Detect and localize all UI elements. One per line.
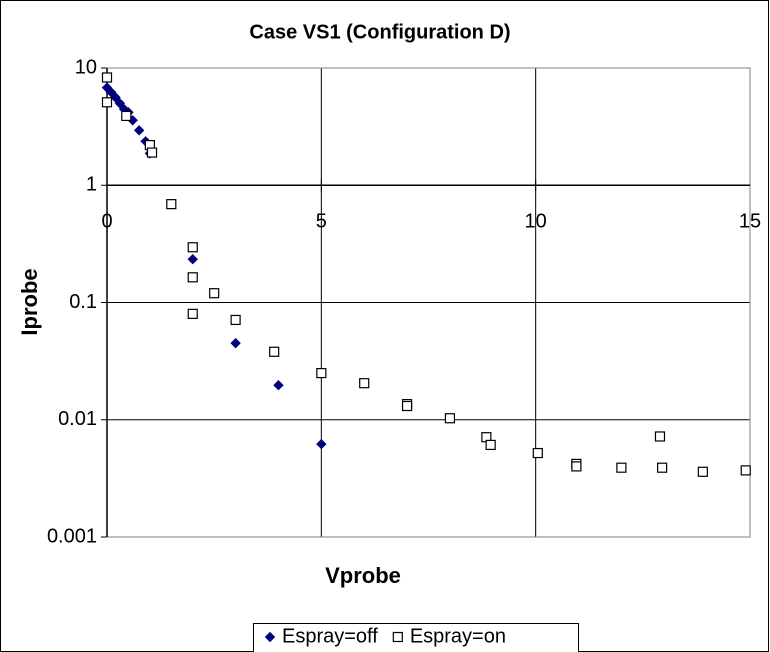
square-marker <box>187 308 198 319</box>
square-marker <box>187 272 198 283</box>
diamond-marker <box>110 92 121 103</box>
square-marker <box>359 378 370 389</box>
square-marker <box>166 199 177 210</box>
x-tick-label: 5 <box>316 211 327 233</box>
y-tick-label: 0.1 <box>69 291 97 313</box>
square-marker <box>101 97 113 108</box>
square-marker <box>401 400 413 412</box>
legend: Espray=off Espray=on <box>253 623 579 652</box>
diamond-marker <box>133 125 145 136</box>
square-marker <box>392 631 403 643</box>
y-tick-label: 10 <box>75 56 97 78</box>
diamond-marker <box>187 254 198 265</box>
square-marker <box>121 110 132 122</box>
square-marker <box>616 462 627 473</box>
diamond-marker <box>264 631 276 643</box>
y-axis-label: Iprobe <box>17 268 42 335</box>
y-tick-label: 0.001 <box>47 525 97 547</box>
x-axis-label: Vprobe <box>325 563 401 588</box>
diamond-marker <box>273 380 284 391</box>
y-tick-label: 1 <box>86 174 97 196</box>
square-marker <box>269 346 280 357</box>
x-tick-label: 10 <box>525 211 547 233</box>
diamond-marker <box>230 337 241 349</box>
chart-title: Case VS1 (Configuration D) <box>249 21 510 43</box>
square-marker <box>316 367 327 379</box>
legend-box <box>253 623 579 652</box>
square-marker <box>697 466 708 477</box>
square-marker <box>209 288 220 299</box>
square-marker <box>230 314 241 326</box>
square-marker <box>571 461 582 472</box>
square-marker <box>187 242 198 253</box>
square-marker <box>146 147 158 158</box>
legend-label: Espray=off <box>282 625 378 647</box>
square-marker <box>657 462 668 473</box>
square-marker <box>444 413 456 424</box>
legend-label: Espray=on <box>410 625 506 647</box>
square-marker <box>485 439 496 451</box>
diamond-marker <box>316 438 327 450</box>
square-marker <box>532 447 543 459</box>
diamond-marker <box>114 98 126 109</box>
square-marker <box>101 72 113 83</box>
square-marker <box>740 465 751 476</box>
square-marker <box>654 431 666 442</box>
y-tick-label: 0.01 <box>58 408 97 430</box>
